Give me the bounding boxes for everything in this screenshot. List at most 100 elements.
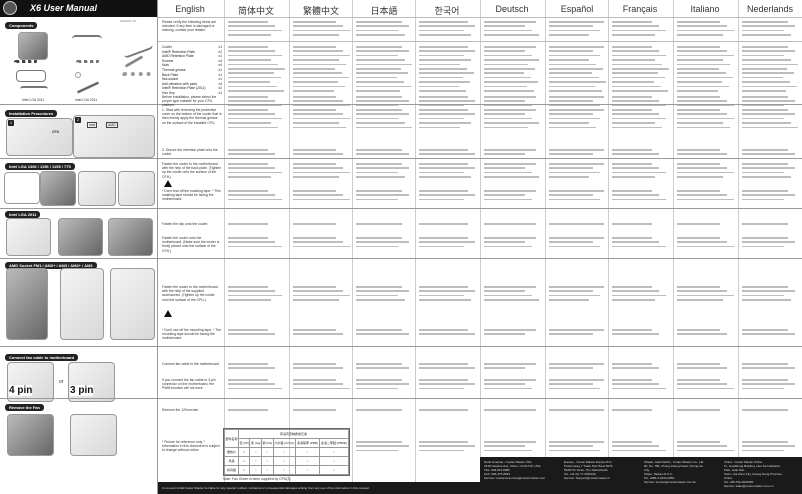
text-line — [677, 367, 727, 369]
text-line — [228, 46, 268, 48]
text-line — [419, 72, 474, 74]
text-line — [742, 34, 791, 36]
text-line — [356, 63, 412, 66]
rohs-col: 多溴联苯 (PBB) — [295, 438, 320, 448]
english-step2: 2. Secure the retention plate onto the c… — [162, 148, 218, 157]
text-line — [484, 441, 536, 443]
nut-socket-illustration — [75, 72, 81, 78]
rohs-part: 扣具组 — [223, 465, 240, 475]
text-line — [742, 286, 788, 288]
text-line — [612, 25, 659, 27]
rohs-value: ○ — [249, 456, 262, 466]
text-line — [228, 241, 275, 243]
section-remove-fan: Remove the Fan — [5, 404, 44, 411]
text-line — [742, 29, 784, 32]
text-line — [549, 333, 593, 335]
text-line — [228, 81, 270, 83]
text-line — [419, 383, 475, 385]
language-header: 日本語 — [370, 6, 398, 16]
text-line — [293, 122, 339, 124]
text-line — [484, 50, 525, 52]
text-line — [612, 237, 652, 239]
rohs-value: ○ — [272, 447, 297, 457]
rohs-title: 有毒有害物质或元素 — [238, 429, 349, 439]
component-item: Intel® Retention Plate (2011) x2 — [162, 86, 222, 90]
text-line — [549, 190, 604, 192]
contact-line: Service: Customerservice@coolermaster.co… — [484, 476, 545, 480]
text-line — [419, 299, 471, 301]
text-line — [612, 194, 659, 196]
text-line — [677, 223, 720, 225]
text-line — [742, 223, 788, 225]
text-line — [742, 363, 788, 365]
text-line — [742, 21, 788, 23]
text-line — [742, 76, 783, 79]
text-line — [293, 96, 336, 98]
text-line — [419, 167, 475, 169]
language-header: Italiano — [690, 4, 720, 14]
component-item: Hex Key x1 — [162, 91, 222, 95]
intel-step-1-illustration — [40, 171, 76, 206]
text-line — [742, 194, 795, 196]
text-line — [228, 25, 275, 27]
text-line — [612, 109, 652, 111]
intel-step-2-illustration — [78, 171, 116, 206]
text-line — [356, 171, 398, 174]
text-line — [356, 46, 402, 48]
text-line — [612, 122, 655, 124]
text-line — [484, 167, 525, 169]
text-line — [677, 409, 720, 411]
text-line — [549, 96, 604, 98]
text-line — [612, 171, 666, 174]
text-line — [419, 50, 475, 52]
language-header: 简体中文 — [237, 6, 274, 16]
text-line — [612, 329, 652, 331]
text-line — [419, 333, 475, 335]
component-label: Nuts — [162, 63, 169, 68]
text-line — [419, 329, 468, 331]
text-line — [549, 113, 593, 115]
text-line — [677, 149, 720, 151]
text-line — [356, 50, 409, 52]
text-line — [484, 96, 536, 98]
english-intel2011: Fasten the cooler onto the motherboard. … — [162, 236, 220, 253]
component-qty: x2 — [218, 86, 222, 91]
text-line — [293, 72, 342, 74]
text-line — [293, 90, 334, 92]
text-line — [228, 34, 271, 36]
text-line — [677, 21, 720, 23]
rohs-value: ○ — [295, 456, 320, 466]
text-line — [484, 149, 536, 151]
text-line — [293, 171, 350, 174]
text-line — [419, 449, 464, 452]
text-line — [742, 104, 784, 107]
language-header: English — [175, 4, 205, 14]
text-line — [293, 363, 336, 365]
text-line — [419, 198, 464, 201]
text-line — [419, 117, 464, 120]
text-line — [293, 286, 336, 288]
text-line — [484, 153, 525, 155]
text-line — [293, 299, 339, 301]
text-line — [677, 329, 720, 331]
text-line — [356, 109, 402, 111]
text-line — [356, 113, 409, 115]
text-line — [228, 333, 275, 335]
rohs-col: 汞 (Hg) — [249, 438, 262, 448]
text-line — [677, 245, 734, 248]
text-line — [228, 294, 282, 297]
section-components: Components — [5, 22, 38, 29]
text-line — [293, 76, 349, 79]
text-line — [356, 122, 405, 124]
component-qty: x4 — [218, 63, 222, 68]
text-line — [419, 379, 468, 381]
text-line — [228, 367, 275, 369]
component-label: Back Plate — [162, 72, 179, 77]
text-line — [484, 68, 535, 70]
component-item: Cooler x1 — [162, 45, 222, 49]
text-line — [549, 104, 600, 107]
text-line — [419, 409, 468, 411]
contact-region: Europe - Cooler Master Europe B.V. — [564, 460, 612, 464]
text-line — [549, 241, 593, 243]
text-line — [677, 63, 730, 66]
